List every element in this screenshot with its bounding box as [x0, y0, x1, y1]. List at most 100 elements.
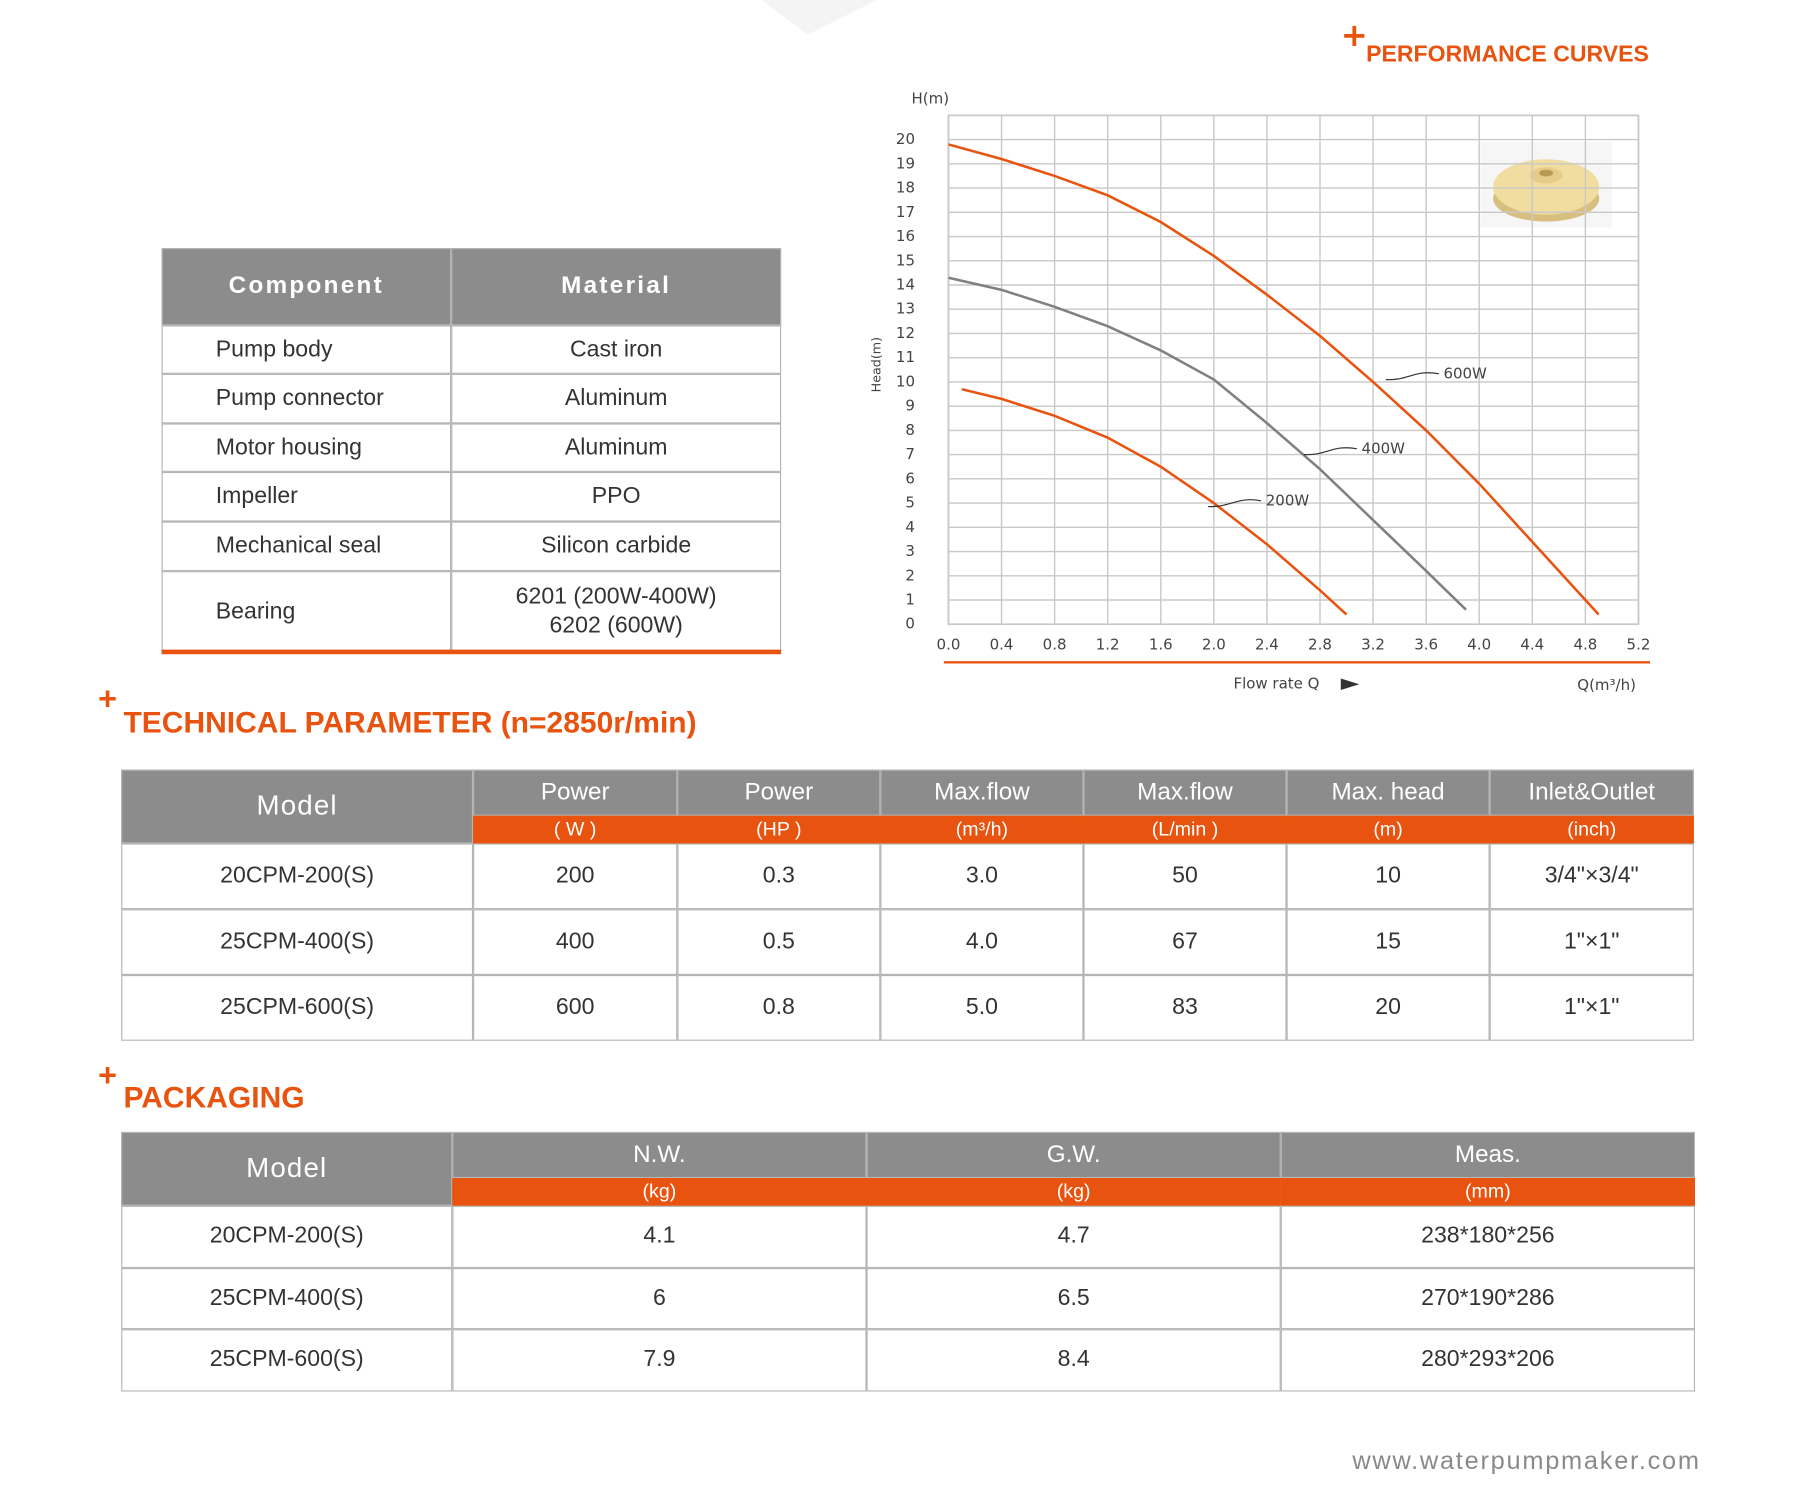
data-cell: 25CPM-400(S): [121, 909, 474, 975]
y-tick-label: 10: [896, 372, 915, 390]
data-cell: 67: [1083, 909, 1287, 975]
data-cell: 83: [1083, 974, 1287, 1041]
y-tick-label: 3: [905, 542, 915, 560]
x-tick-label: 4.8: [1573, 635, 1597, 653]
y-axis-title: Head(m): [868, 337, 883, 392]
unit-cell: (mm): [1280, 1178, 1695, 1206]
y-tick-label: 14: [896, 275, 915, 293]
component-cell: Pump body: [161, 325, 452, 374]
data-cell: 4.1: [452, 1205, 867, 1268]
material-text: 6202 (600W): [549, 612, 683, 639]
leader-line: [1303, 447, 1358, 456]
data-cell: 25CPM-400(S): [121, 1267, 453, 1330]
y-tick-label: 20: [896, 130, 915, 148]
material-cell: 6201 (200W-400W) 6202 (600W): [451, 571, 782, 652]
material-cell: Silicon carbide: [451, 521, 782, 572]
data-cell: 238*180*256: [1280, 1205, 1695, 1268]
data-cell: 0.5: [677, 909, 881, 975]
data-cell: 4.7: [866, 1205, 1281, 1268]
leader-line: [1385, 372, 1439, 381]
y-tick-label: 8: [905, 421, 915, 439]
data-cell: 10: [1286, 843, 1490, 910]
component-cell: Motor housing: [161, 423, 452, 472]
header-cell: Max. head: [1286, 769, 1490, 816]
unit-cell: (HP ): [677, 815, 881, 844]
unit-cell: (L/min ): [1083, 815, 1287, 844]
header-cell: Power: [677, 769, 881, 816]
plus-icon: +: [98, 1056, 117, 1093]
material-text: PPO: [591, 483, 641, 509]
footer-url: www.waterpumpmaker.com: [1352, 1445, 1701, 1475]
data-cell: 6.5: [866, 1267, 1281, 1330]
data-cell: 1"×1": [1489, 909, 1694, 975]
header-cell: N.W.: [452, 1131, 867, 1179]
data-cell: 25CPM-600(S): [121, 1329, 453, 1391]
plus-icon: +: [1341, 16, 1368, 54]
x-tick-label: 5.2: [1627, 635, 1651, 653]
x-tick-label: 1.6: [1149, 635, 1173, 653]
section-title: PACKAGING: [123, 1079, 305, 1115]
unit-cell: (kg): [452, 1178, 867, 1206]
chart-title: PERFORMANCE CURVES: [1366, 40, 1649, 66]
y-tick-label: 6: [905, 469, 915, 487]
data-cell: 270*190*286: [1280, 1267, 1695, 1330]
series-label: 400W: [1362, 439, 1406, 457]
section-title: TECHNICAL PARAMETER (n=2850r/min): [123, 704, 697, 740]
component-cell: Impeller: [161, 471, 452, 522]
material-cell: Cast iron: [451, 325, 782, 374]
data-cell: 5.0: [880, 974, 1084, 1041]
leader-line: [1208, 499, 1262, 508]
data-cell: 25CPM-600(S): [121, 974, 474, 1041]
x-tick-label: 3.6: [1414, 635, 1438, 653]
header-cell: Meas.: [1280, 1131, 1695, 1179]
data-cell: 0.3: [677, 843, 881, 910]
x-tick-label: 0.8: [1043, 635, 1067, 653]
header-cell: Max.flow: [1083, 769, 1287, 816]
material-cell: Aluminum: [451, 423, 782, 472]
x-tick-label: 2.4: [1255, 635, 1279, 653]
table-underline: [161, 649, 782, 655]
data-cell: 20CPM-200(S): [121, 843, 474, 910]
material-text: Aluminum: [564, 385, 668, 411]
x-unit-label: Q(m³/h): [1577, 676, 1636, 694]
header-cell: Model: [121, 769, 474, 844]
y-tick-label: 9: [905, 397, 915, 415]
y-tick-label: 15: [896, 251, 915, 269]
y-tick-label: 13: [896, 300, 915, 318]
data-cell: 400: [473, 909, 678, 975]
y-tick-label: 19: [896, 154, 915, 172]
x-tick-label: 4.4: [1520, 635, 1544, 653]
y-tick-label: 17: [896, 203, 915, 221]
header-cell: Model: [121, 1131, 453, 1206]
data-cell: 4.0: [880, 909, 1084, 975]
data-cell: 1"×1": [1489, 974, 1694, 1041]
decoration: [761, 0, 877, 35]
x-tick-label: 2.8: [1308, 635, 1332, 653]
material-text: 6201 (200W-400W): [515, 583, 717, 610]
component-cell: Mechanical seal: [161, 521, 452, 572]
material-text: Cast iron: [569, 336, 663, 362]
arrow: [1340, 678, 1360, 690]
curve: [948, 276, 1467, 611]
x-axis-title: Flow rate Q: [1233, 675, 1319, 693]
data-cell: 280*293*206: [1280, 1329, 1695, 1391]
header-cell: Inlet&Outlet: [1489, 769, 1694, 816]
x-tick-label: 2.0: [1202, 635, 1226, 653]
unit-cell: (inch): [1489, 815, 1694, 844]
x-tick-label: 3.2: [1361, 635, 1385, 653]
data-cell: 0.8: [677, 974, 881, 1041]
unit-cell: (m³/h): [880, 815, 1084, 844]
y-tick-label: 18: [896, 179, 915, 197]
material-cell: Aluminum: [451, 373, 782, 424]
curve: [961, 387, 1348, 616]
component-cell: Bearing: [161, 571, 452, 652]
unit-cell: (m): [1286, 815, 1490, 844]
data-cell: 7.9: [452, 1329, 867, 1391]
data-cell: 6: [452, 1267, 867, 1330]
data-cell: 50: [1083, 843, 1287, 910]
header-cell: Material: [451, 248, 782, 326]
data-cell: 200: [473, 843, 678, 910]
